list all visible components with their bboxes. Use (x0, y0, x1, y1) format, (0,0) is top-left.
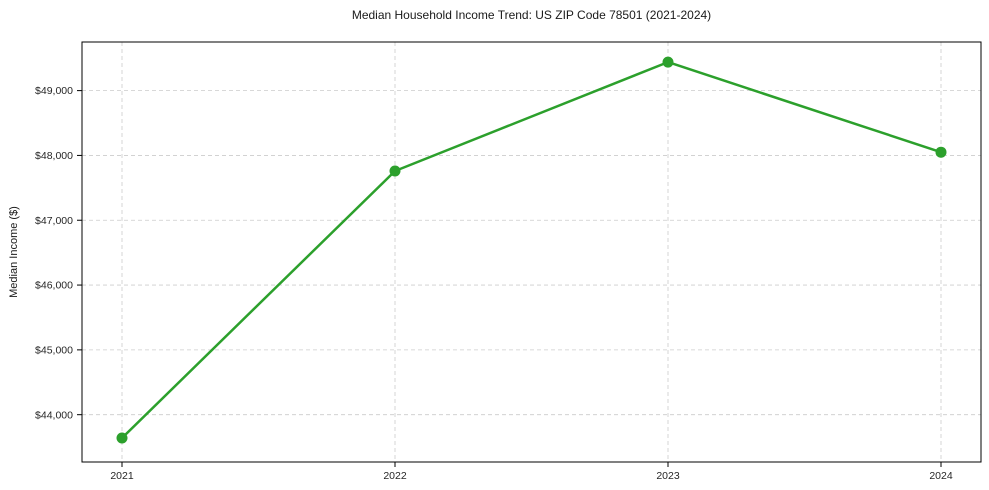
y-tick-label: $49,000 (35, 85, 73, 97)
x-tick-label: 2021 (110, 470, 134, 482)
data-point-2022 (389, 165, 401, 177)
y-tick-label: $46,000 (35, 280, 73, 292)
chart-title: Median Household Income Trend: US ZIP Co… (351, 8, 712, 22)
data-point-2021 (116, 432, 128, 444)
x-tick-label: 2024 (929, 470, 953, 482)
trend-line (120, 60, 943, 440)
plot-border (81, 41, 982, 463)
x-tick-label: 2023 (656, 470, 680, 482)
data-point-2023 (662, 56, 674, 68)
data-point-2024 (935, 146, 947, 158)
x-tick-label: 2022 (383, 470, 407, 482)
y-tick-label: $45,000 (35, 344, 73, 356)
y-tick-label: $44,000 (35, 409, 73, 421)
y-tick-label: $48,000 (35, 150, 73, 162)
y-tick-label: $47,000 (35, 215, 73, 227)
